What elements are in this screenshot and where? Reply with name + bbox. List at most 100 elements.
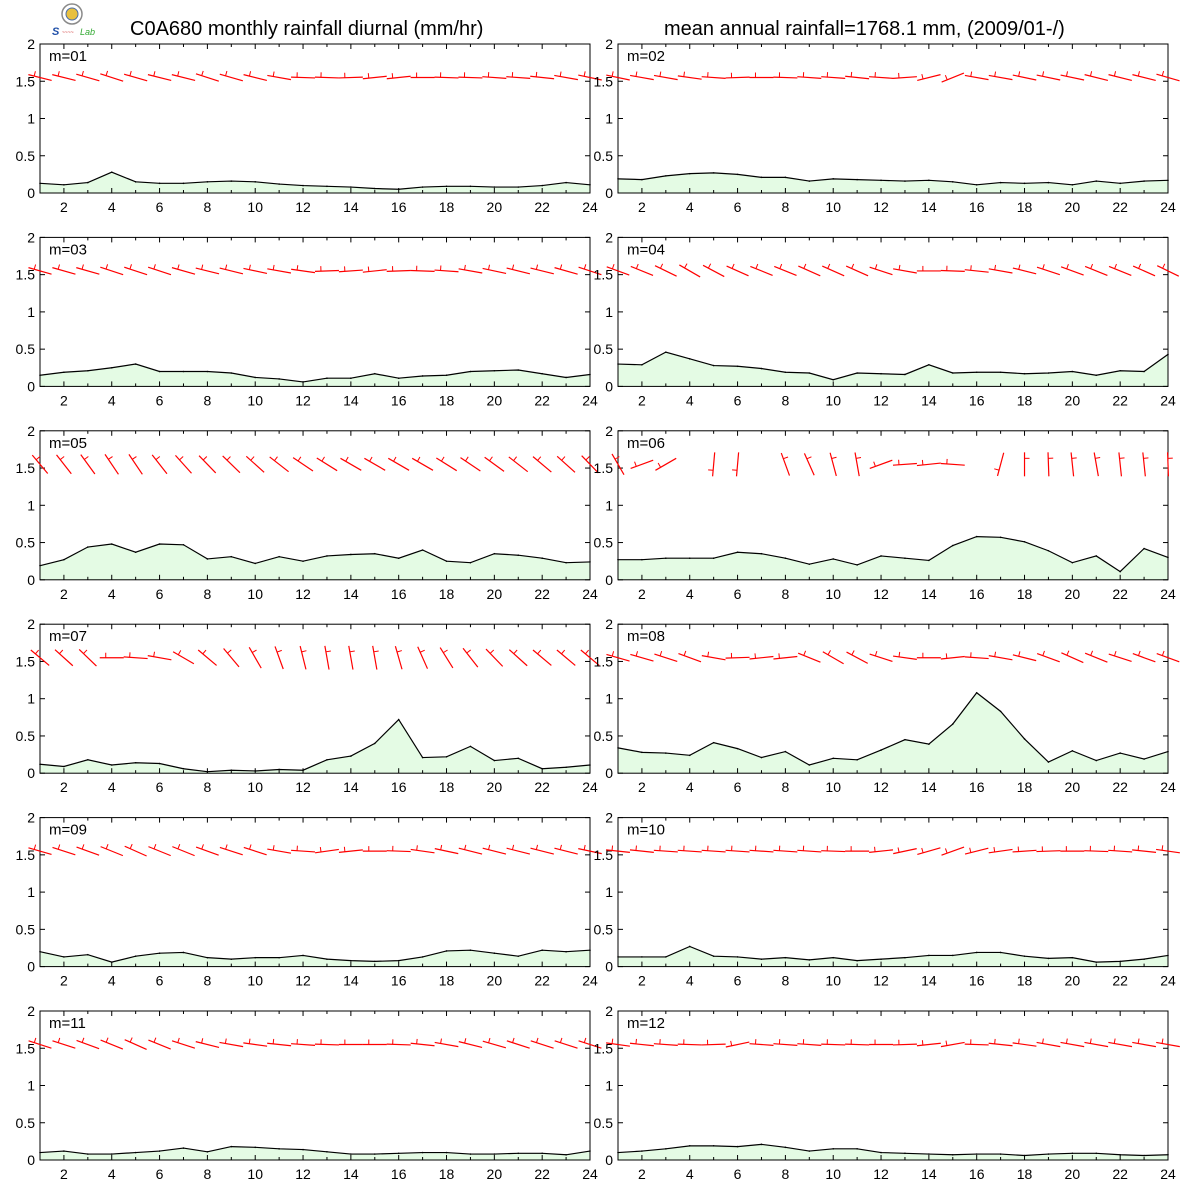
wind-barb (1132, 265, 1156, 277)
x-tick-label: 10 (825, 392, 841, 408)
rainfall-point (326, 958, 328, 960)
wind-barb (1156, 265, 1180, 277)
rainfall-point (856, 758, 858, 761)
wind-barb-feather (778, 653, 780, 659)
panel-m-12: 00.511.522 4 6 8 10 12 14 16 18 20 22 24m=12 (594, 1003, 1180, 1182)
x-tick-label: 4 (108, 392, 116, 408)
wind-barb (338, 76, 363, 79)
rainfall-point (999, 371, 1002, 374)
x-tick-label: 20 (1065, 973, 1081, 989)
rainfall-point (373, 372, 376, 375)
x-tick-label: 6 (156, 973, 164, 989)
rainfall-point (182, 370, 185, 373)
x-tick-label: 14 (921, 392, 937, 408)
y-tick-label: 0.5 (594, 535, 614, 551)
rainfall-line (39, 718, 591, 773)
wind-barb-feather (224, 264, 228, 270)
rainfall-point (856, 564, 858, 566)
wind-barb (314, 848, 339, 854)
wind-barb-feather (274, 456, 278, 461)
wind-barb (580, 649, 600, 666)
y-tick-label: 1.5 (594, 653, 614, 669)
rainfall-point (134, 1151, 137, 1154)
wind-barb-feather (227, 649, 232, 654)
rainfall-point (736, 173, 739, 176)
y-tick-label: 0.5 (594, 1115, 614, 1131)
wind-barb (725, 1041, 750, 1048)
rainfall-point (665, 175, 667, 177)
x-tick-label: 14 (921, 586, 937, 602)
rainfall-point (1071, 956, 1074, 959)
wind-barb-feather (201, 70, 204, 76)
y-tick-label: 1.5 (16, 653, 36, 669)
y-tick-label: 0 (605, 185, 613, 201)
wind-barb (243, 1042, 268, 1047)
x-tick-label: 12 (873, 392, 889, 408)
wind-barb (30, 649, 50, 666)
wind-barb (869, 459, 893, 469)
wind-barb (678, 653, 702, 663)
rainfall-point (326, 758, 328, 761)
wind-barb (1084, 850, 1109, 853)
rainfall-point (397, 959, 400, 962)
wind-barb-feather (225, 844, 228, 850)
wind-barb-feather (994, 468, 1000, 471)
rainfall-point (641, 363, 643, 366)
x-tick-label: 4 (686, 199, 694, 215)
panel-m-05: 00.511.522 4 6 8 10 12 14 16 18 20 22 24m=05 (16, 423, 599, 602)
rainfall-point (397, 557, 400, 559)
wind-barb (175, 455, 192, 474)
x-tick-label: 16 (969, 1166, 985, 1182)
rainfall-point (808, 372, 811, 374)
wind-barb (508, 649, 528, 667)
wind-barb (941, 846, 965, 856)
y-tick-label: 2 (605, 36, 613, 52)
rainfall-point (784, 371, 787, 374)
panel-label: m=09 (49, 822, 87, 839)
x-tick-label: 4 (108, 586, 116, 602)
plot-frame (39, 623, 591, 774)
rainfall-point (904, 956, 906, 959)
wind-barb (147, 655, 172, 661)
y-tick-label: 1 (605, 884, 613, 900)
x-tick-label: 18 (439, 973, 455, 989)
wind-barb-feather (851, 263, 855, 269)
wind-barb (803, 453, 815, 476)
rainfall-line (39, 1145, 591, 1156)
y-tick-label: 2 (27, 36, 35, 52)
wind-barb-feather (755, 263, 759, 269)
wind-barb-feather (635, 263, 639, 269)
wind-barb-feather (35, 649, 40, 655)
rainfall-point (688, 754, 691, 757)
wind-barb (701, 655, 726, 661)
rainfall-point (736, 551, 739, 554)
x-tick-label: 18 (439, 779, 455, 795)
rainfall-point (760, 958, 763, 960)
wind-barb-feather (83, 649, 88, 654)
wind-barb-feather (994, 651, 997, 657)
rainfall-line (39, 543, 591, 567)
x-tick-label: 4 (686, 973, 694, 989)
wind-barb-feather (611, 845, 614, 851)
wind-barb-feather (803, 263, 807, 269)
wind-barb-feather (81, 264, 84, 270)
wind-barb-feather (535, 71, 538, 77)
wind-barb (822, 651, 844, 665)
wind-barb-feather (970, 71, 973, 77)
rainfall-point (1023, 541, 1026, 543)
wind-barb (1108, 265, 1132, 276)
wind-barb-feather (731, 263, 735, 269)
wind-barb (701, 849, 726, 853)
wind-barb (725, 656, 750, 659)
rainfall-point (665, 351, 667, 353)
wind-barb (434, 76, 459, 79)
rainfall-point (641, 558, 643, 561)
wind-barb-feather (345, 456, 349, 462)
wind-barb (773, 655, 798, 660)
wind-barb-feather (683, 71, 685, 77)
y-tick-label: 0 (27, 765, 35, 781)
rainfall-point (326, 185, 328, 188)
wind-barb-feather (179, 456, 184, 461)
y-tick-label: 1.5 (594, 73, 614, 89)
wind-barb-feather (583, 264, 587, 270)
